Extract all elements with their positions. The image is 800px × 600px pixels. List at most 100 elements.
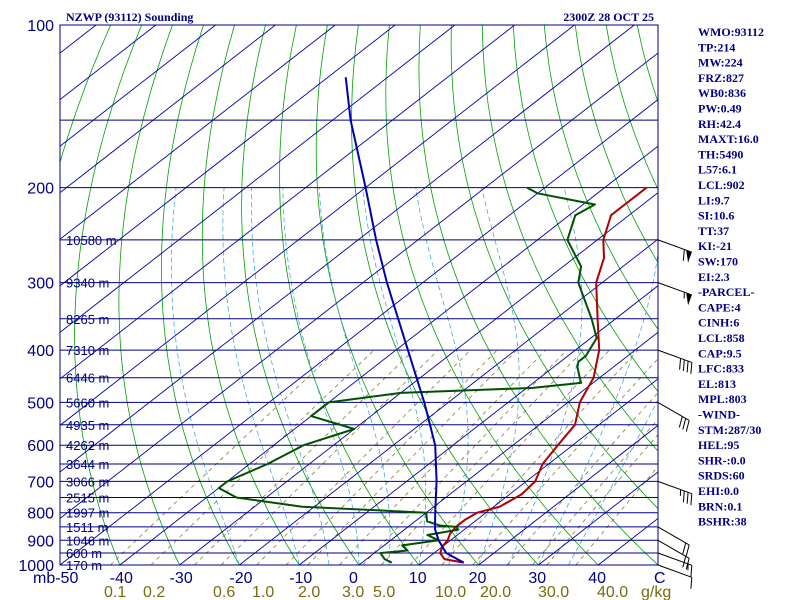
mixing-ratio-label: 0.6: [213, 584, 235, 600]
mixing-ratio-label: 2.0: [298, 584, 320, 600]
height-label: 9340 m: [66, 276, 109, 291]
index-line: KI:-21: [698, 239, 732, 253]
isotherm: [60, 99, 658, 565]
temperature-tick-label: mb-50: [33, 570, 78, 587]
pressure-tick-label: 700: [27, 474, 54, 491]
wind-barb-flag: [682, 490, 685, 503]
chart-time: 2300Z 28 OCT 25: [563, 10, 654, 24]
mixing-ratio-label: 30.0: [538, 584, 569, 600]
mixing-ratio-label: 40.0: [597, 584, 628, 600]
isotherm: [60, 25, 336, 240]
temperature-line: [439, 186, 648, 564]
height-label: 1046 m: [66, 533, 109, 548]
temperature-tick-label: C: [654, 570, 666, 587]
wind-barb-flag: [690, 577, 693, 589]
wind-barb-flag: [686, 361, 689, 373]
temperature-tick-label: 20: [469, 570, 487, 587]
mixing-ratio-label: 20.0: [480, 584, 511, 600]
isotherm: [60, 25, 575, 426]
index-line: EL:813: [698, 377, 736, 391]
wind-barb-staff: [657, 564, 692, 578]
index-line: FRZ:827: [698, 71, 744, 85]
wind-barb-staff: [657, 349, 692, 363]
isotherm: [298, 285, 658, 565]
wind-barb-flag: [678, 416, 683, 428]
moist-adiabat: [222, 187, 300, 565]
height-label: 600 m: [66, 546, 102, 561]
index-line: WB0:836: [698, 86, 746, 100]
wind-barb-staff: [657, 402, 690, 421]
index-line: CAP:9.5: [698, 346, 742, 360]
isotherm: [358, 331, 658, 565]
isotherm: [60, 25, 635, 473]
wind-barb-flag: [682, 249, 685, 261]
wind-barb-flag: [679, 358, 682, 370]
height-label: 1511 m: [66, 520, 108, 535]
isotherm: [60, 25, 216, 147]
pressure-tick-label: 300: [27, 276, 54, 293]
height-label: 7310 m: [66, 343, 109, 358]
wind-barb-flag: [690, 565, 693, 577]
index-line: TT:37: [698, 224, 729, 238]
wind-barb-flag: [682, 359, 685, 372]
pressure-tick-label: 600: [27, 438, 54, 455]
isotherm: [60, 25, 276, 194]
height-label: 4935 m: [66, 418, 109, 433]
wind-barb-pennant: [686, 292, 692, 306]
index-line: CAPE:4: [698, 300, 741, 314]
index-line: SHR-:0.0: [698, 453, 746, 467]
mixing-ratio-label: g/kg: [641, 584, 671, 600]
index-line: LCL:858: [698, 331, 745, 345]
index-line: SI:10.6: [698, 209, 734, 223]
height-label: 10580 m: [66, 233, 117, 248]
wind-barb: [657, 239, 692, 263]
wind-barb-flag: [685, 544, 690, 557]
wind-barb-flag: [685, 420, 690, 432]
wind-barb-flag: [682, 556, 687, 568]
pressure-tick-label: 800: [27, 506, 54, 523]
height-label: 5660 m: [66, 395, 109, 410]
index-line: TH:5490: [698, 147, 743, 161]
pressure-tick-label: 200: [27, 181, 54, 198]
index-line: LCL:902: [698, 178, 745, 192]
temperature-tick-label: 10: [409, 570, 427, 587]
isotherm: [239, 238, 658, 565]
wind-barb: [657, 480, 693, 506]
wind-barb-pennant: [686, 250, 692, 263]
temperature-tick-label: -10: [289, 570, 312, 587]
wind-barb-staff: [657, 526, 690, 546]
index-line: RH:42.4: [698, 117, 741, 131]
mixing-ratio-label: 0.2: [143, 584, 165, 600]
height-label: 2515 m: [66, 491, 109, 506]
pressure-tick-label: 100: [27, 18, 54, 35]
pressure-tick-label: 500: [27, 395, 54, 412]
index-line: -PARCEL-: [698, 285, 754, 299]
index-line: CINH:6: [698, 316, 739, 330]
wind-barb-flag: [682, 542, 687, 555]
isotherm: [538, 471, 658, 565]
isotherm: [60, 52, 658, 520]
height-label: 3644 m: [66, 457, 109, 472]
temperature-tick-label: 40: [588, 570, 606, 587]
index-line: MPL:803: [698, 392, 747, 406]
index-line: WMO:93112: [698, 25, 764, 39]
index-line: BRN:0.1: [698, 499, 742, 513]
index-line: -WIND-: [698, 408, 740, 422]
isotherm: [60, 25, 396, 287]
chart-grid: [60, 25, 658, 565]
wind-barb-staff: [657, 539, 690, 559]
isotherm: [179, 192, 658, 565]
wind-barb: [657, 282, 692, 306]
height-label: 8265 m: [66, 312, 109, 327]
moist-adiabat: [170, 187, 240, 565]
index-line: EHI:0.0: [698, 484, 739, 498]
height-label: 1997 m: [66, 506, 109, 521]
index-line: SW:170: [698, 255, 738, 269]
pressure-tick-label: 1000: [18, 558, 54, 575]
index-line: TP:214: [698, 40, 735, 54]
temperature-tick-label: -40: [110, 570, 133, 587]
index-line: MAXT:16.0: [698, 132, 759, 146]
